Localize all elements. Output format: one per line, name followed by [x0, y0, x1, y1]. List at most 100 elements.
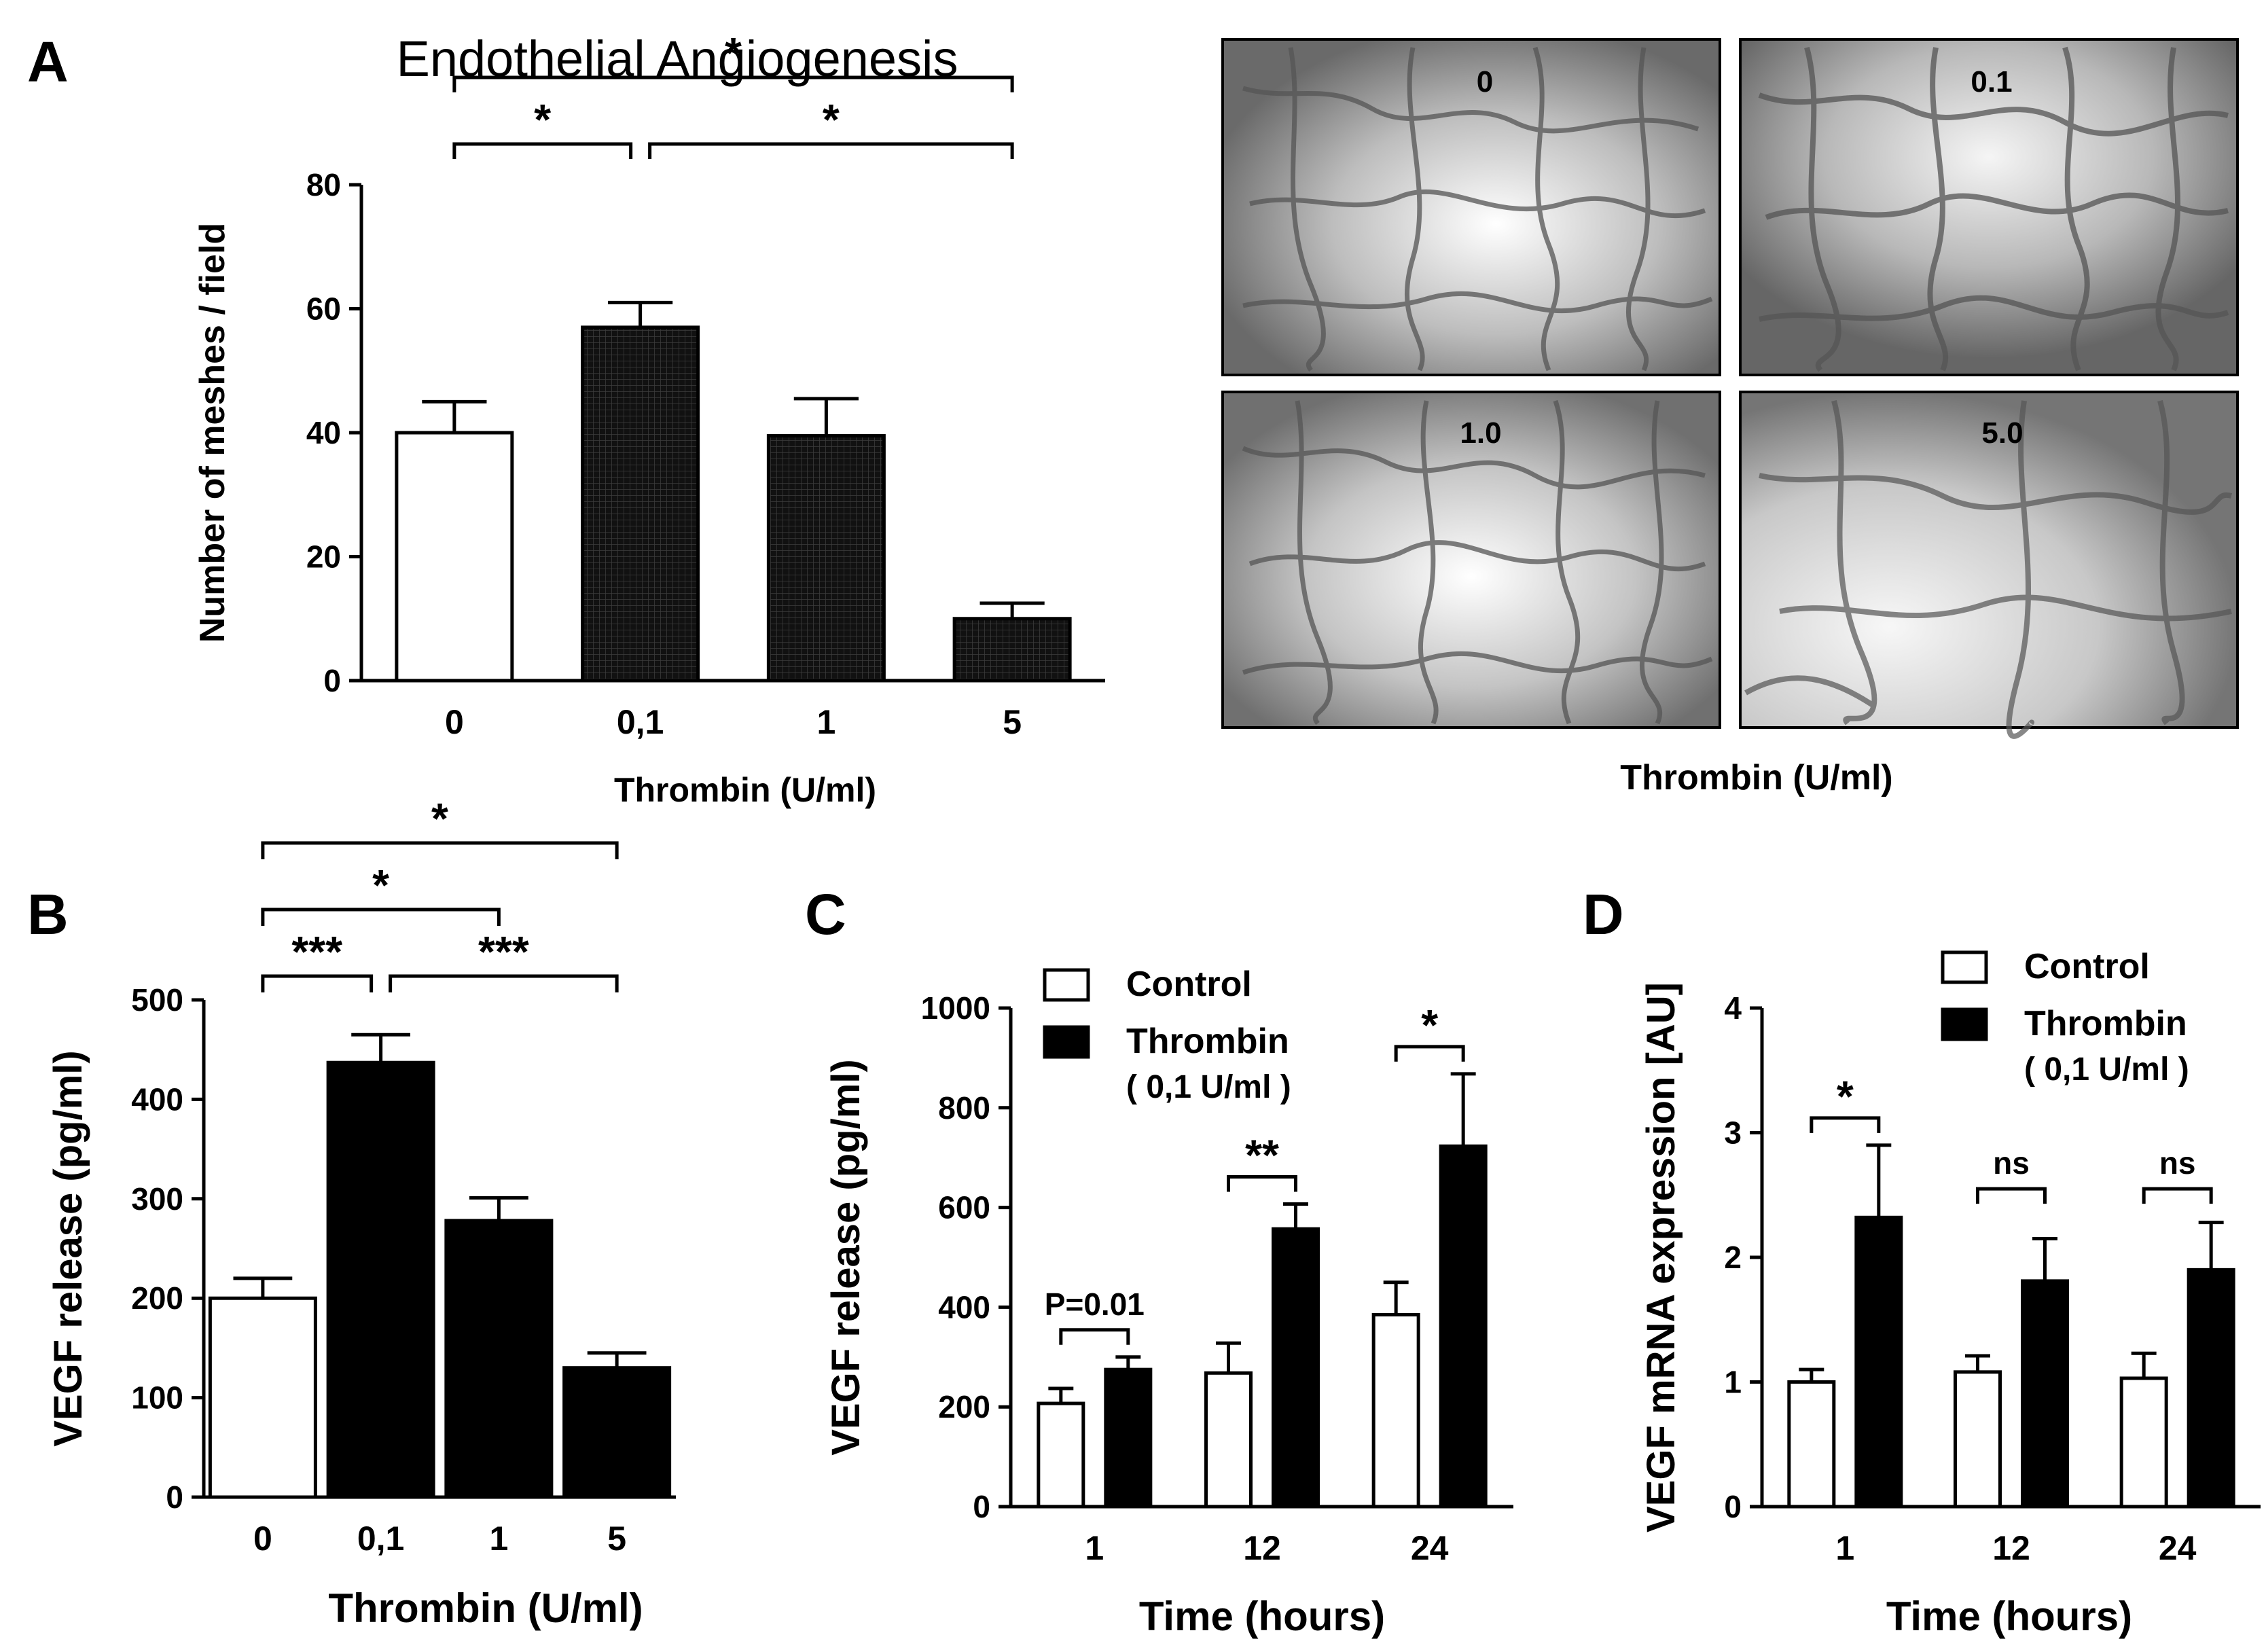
y-axis-label: Number of meshes / field	[193, 223, 232, 643]
legend-label: Thrombin	[1126, 1022, 1289, 1061]
bar	[1439, 1144, 1488, 1509]
micrograph-1-1: 5.0	[1739, 391, 2239, 739]
bar	[952, 617, 1072, 683]
significance-label: *	[823, 95, 840, 144]
y-tick-label: 1000	[921, 990, 990, 1026]
x-tick-label: 0	[445, 703, 464, 741]
significance-bracket	[648, 142, 1014, 159]
significance-label: ns	[1993, 1145, 2030, 1181]
bar	[1954, 1370, 2002, 1509]
x-tick-label: 1	[1085, 1529, 1104, 1567]
y-tick-label: 200	[131, 1280, 183, 1316]
panel-label-c: C	[805, 882, 846, 946]
significance-label: ns	[2159, 1145, 2196, 1181]
panel-label-b: B	[27, 882, 69, 946]
x-tick-label: 0	[253, 1520, 272, 1558]
x-axis-label: Thrombin (U/ml)	[614, 771, 876, 809]
significance-label: *	[1421, 1001, 1438, 1049]
bar	[2187, 1268, 2235, 1509]
bar	[1787, 1380, 1836, 1509]
legend-swatch	[1941, 1007, 1988, 1041]
significance-label: P=0.01	[1045, 1287, 1145, 1322]
bar	[395, 431, 514, 683]
y-tick-label: 500	[131, 982, 183, 1018]
y-tick-label: 0	[166, 1479, 183, 1515]
significance-bracket	[261, 841, 619, 859]
bar	[1104, 1367, 1153, 1509]
vessel-network-3	[1744, 399, 2233, 739]
significance-bracket	[1810, 1116, 1881, 1133]
y-tick-label: 0	[973, 1489, 990, 1524]
significance-label: *	[725, 29, 742, 77]
significance-label: ***	[291, 927, 342, 976]
legend-swatch	[1941, 950, 1988, 984]
y-axis-label: VEGF release (pg/ml)	[824, 1059, 868, 1455]
y-tick-label: 2	[1724, 1240, 1742, 1275]
bar	[1037, 1401, 1085, 1509]
y-tick-label: 20	[306, 539, 341, 575]
x-tick-label: 24	[2159, 1529, 2197, 1567]
y-tick-label: 3	[1724, 1115, 1742, 1151]
y-axis-label: VEGF release (pg/ml)	[46, 1050, 90, 1446]
significance-label: *	[534, 95, 551, 144]
significance-bracket	[1227, 1174, 1297, 1192]
y-tick-label: 100	[131, 1380, 183, 1416]
bar	[208, 1296, 317, 1499]
chart-panel-c: 0 200 400 600 800 1000 VEGF release (pg/ml) 1 12…	[824, 965, 1513, 1639]
y-tick-label: 400	[131, 1081, 183, 1117]
micrograph-grid: 0 0.1	[1221, 38, 2239, 797]
x-tick-label: 0,1	[357, 1520, 405, 1558]
bar	[562, 1366, 672, 1499]
micrograph-xlabel: Thrombin (U/ml)	[1620, 758, 1893, 797]
y-axis-label: VEGF mRNA expression [AU]	[1639, 982, 1683, 1532]
y-tick-label: 200	[938, 1389, 990, 1424]
x-axis-label: Time (hours)	[1139, 1594, 1385, 1639]
x-axis-label: Time (hours)	[1886, 1594, 2132, 1639]
vessel-network-1	[1758, 46, 2229, 372]
significance-label: *	[1837, 1072, 1854, 1121]
significance-label: *	[431, 794, 448, 843]
x-tick-label: 12	[1992, 1529, 2030, 1567]
micrograph-label-0: 0	[1477, 65, 1493, 98]
y-tick-label: 0	[1724, 1489, 1742, 1524]
significance-bracket	[452, 142, 633, 159]
bar	[766, 434, 886, 683]
y-tick-label: 4	[1724, 990, 1742, 1026]
significance-bracket	[452, 75, 1014, 92]
x-tick-label: 0,1	[617, 703, 664, 741]
y-tick-label: 400	[938, 1289, 990, 1325]
micrograph-label-1: 0.1	[1971, 65, 2012, 98]
significance-bracket	[389, 974, 619, 992]
bar	[2119, 1376, 2168, 1509]
micrograph-1-0: 1.0	[1221, 391, 1721, 729]
bar	[1272, 1227, 1320, 1509]
significance-bracket	[1394, 1045, 1465, 1062]
y-tick-label: 1	[1724, 1365, 1742, 1400]
y-tick-label: 300	[131, 1181, 183, 1217]
vessel-network-2	[1242, 399, 1713, 725]
legend-swatch	[1043, 968, 1090, 1002]
legend-label: Control	[2024, 947, 2150, 986]
y-tick-label: 800	[938, 1090, 990, 1126]
y-tick-label: 600	[938, 1190, 990, 1225]
y-tick-label: 60	[306, 291, 341, 327]
x-tick-label: 12	[1243, 1529, 1281, 1567]
legend-swatch	[1043, 1025, 1090, 1059]
x-tick-label: 1	[1835, 1529, 1854, 1567]
x-tick-label: 5	[1003, 703, 1022, 741]
vessel-network-0	[1242, 46, 1713, 372]
significance-label: **	[1245, 1130, 1279, 1179]
bar	[1371, 1312, 1420, 1509]
significance-label: *	[372, 861, 389, 910]
x-tick-label: 1	[489, 1520, 508, 1558]
significance-bracket	[1976, 1187, 2047, 1204]
legend-label: Control	[1126, 965, 1252, 1004]
micrograph-0-1: 0.1	[1739, 38, 2239, 376]
panel-label-a: A	[27, 30, 69, 94]
bar	[2021, 1279, 2069, 1509]
bar	[1854, 1215, 1903, 1509]
legend-note: ( 0,1 U/ml )	[1126, 1069, 1291, 1105]
x-tick-label: 24	[1411, 1529, 1449, 1567]
